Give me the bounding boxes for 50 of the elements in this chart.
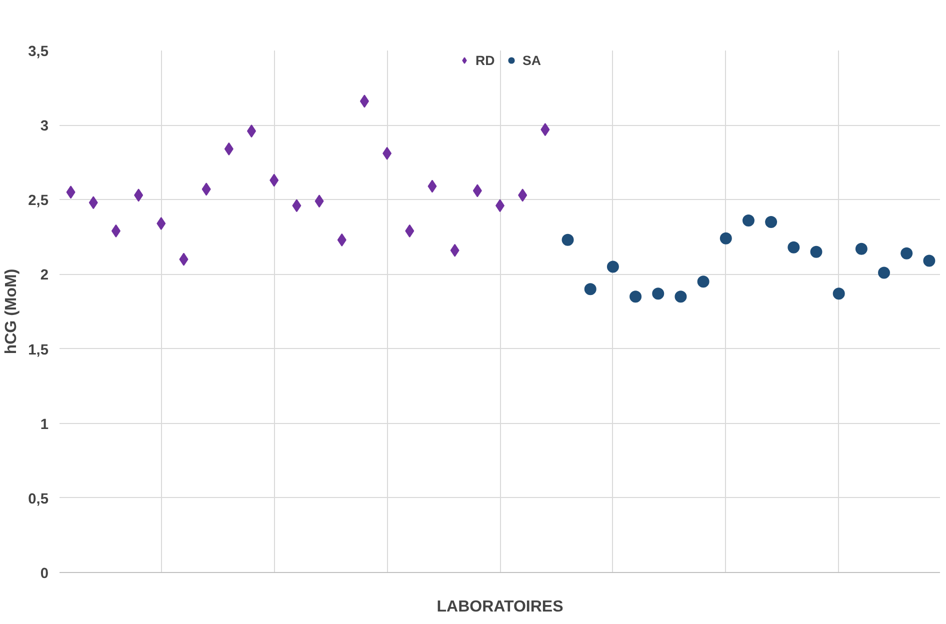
point: [179, 252, 188, 266]
point: [270, 174, 279, 187]
point: [202, 182, 211, 196]
point: [66, 186, 76, 199]
point: [111, 224, 120, 238]
y-tick-label: 1,5: [28, 342, 48, 358]
point: [584, 283, 596, 296]
point: [382, 146, 392, 160]
y-tick-label: 0: [40, 566, 49, 582]
x-axis-title: LABORATOIRES: [436, 598, 564, 616]
point: [156, 217, 166, 230]
point: [88, 196, 98, 210]
point: [134, 188, 144, 202]
point: [878, 266, 890, 279]
point: [540, 123, 550, 136]
y-tick-label: 2: [40, 268, 49, 284]
point: [742, 214, 754, 227]
point: [832, 288, 845, 300]
point: [247, 124, 256, 138]
point: [765, 216, 778, 228]
y-axis-title: hCG (MoM): [3, 268, 20, 354]
y-tick-label: 3,5: [28, 44, 48, 60]
point: [630, 290, 642, 303]
point: [900, 247, 913, 260]
legend-label: SA: [522, 52, 542, 68]
point: [923, 254, 936, 267]
point: [314, 194, 324, 208]
point: [562, 234, 574, 246]
point: [428, 180, 437, 193]
point: [606, 260, 619, 273]
point: [674, 290, 687, 303]
point: [337, 233, 346, 246]
point: [697, 276, 710, 288]
point: [450, 244, 460, 257]
y-tick-label: 2,5: [28, 193, 48, 210]
legend-label: RD: [476, 52, 496, 68]
point: [360, 94, 369, 108]
y-tick-label: 3: [40, 118, 49, 135]
point: [720, 232, 732, 244]
point: [652, 288, 664, 300]
point: [224, 142, 234, 156]
point: [788, 241, 800, 254]
point: [292, 199, 302, 212]
point: [405, 224, 414, 238]
point: [518, 188, 528, 202]
point: [810, 246, 822, 258]
y-tick-label: 0,5: [28, 491, 48, 508]
y-tick-label: 1: [40, 416, 49, 433]
point: [855, 242, 868, 255]
point: [472, 184, 482, 198]
